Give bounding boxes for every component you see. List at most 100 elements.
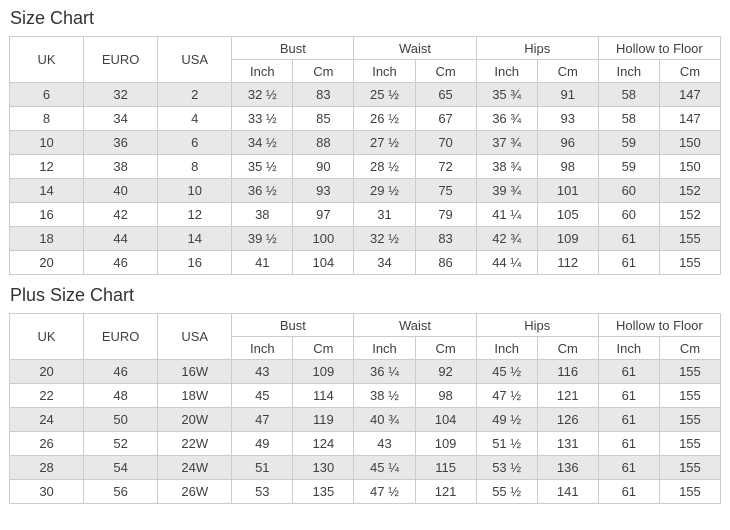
table-cell: 24W [157,455,233,480]
column-group-header: USA [157,36,233,83]
table-cell: 30 [8,479,85,504]
table-cell: 155 [658,383,722,408]
table-cell: 91 [536,82,599,107]
unit-header: Inch [231,336,294,360]
unit-header: Cm [658,59,722,83]
column-group-header: Waist [353,36,477,60]
table-cell: 104 [292,250,355,275]
table-cell: 10 [8,130,85,155]
table-cell: 14 [8,178,85,203]
column-group-header: Hips [475,313,599,337]
table-cell: 54 [83,455,159,480]
table-cell: 100 [292,226,355,251]
table-row: 28 54 24W 51 130 45 ¼ 115 53 ½ 136 61 155 [8,455,722,480]
table-cell: 12 [8,154,85,179]
table-cell: 65 [414,82,477,107]
table-cell: 38 ¾ [475,154,538,179]
table-cell: 32 ½ [231,82,294,107]
unit-header: Cm [292,59,355,83]
table-cell: 56 [83,479,159,504]
table-cell: 47 [231,407,294,432]
table-cell: 39 ¾ [475,178,538,203]
column-group-header: Bust [231,36,355,60]
table-cell: 155 [658,479,722,504]
table-cell: 115 [414,455,477,480]
table-cell: 31 [353,202,416,227]
table-cell: 37 ¾ [475,130,538,155]
column-group-header: UK [8,36,85,83]
table-cell: 155 [658,455,722,480]
table-cell: 6 [157,130,233,155]
plus-size-chart-section: Plus Size Chart UK EURO USA Bust Waist Hips Ho… [8,284,722,504]
table-cell: 101 [536,178,599,203]
table-cell: 155 [658,431,722,456]
table-cell: 61 [597,359,660,384]
table-cell: 109 [292,359,355,384]
header-group-row: UK EURO USA Bust Waist Hips Hollow to Floor [8,36,722,83]
unit-header: Cm [414,59,477,83]
table-cell: 14 [157,226,233,251]
column-group-header: Hips [475,36,599,60]
table-cell: 45 ¼ [353,455,416,480]
table-cell: 75 [414,178,477,203]
table-cell: 29 ½ [353,178,416,203]
table-cell: 155 [658,407,722,432]
table-cell: 18 [8,226,85,251]
table-cell: 147 [658,106,722,131]
table-cell: 60 [597,178,660,203]
table-cell: 44 [83,226,159,251]
table-cell: 58 [597,82,660,107]
table-cell: 6 [8,82,85,107]
table-cell: 38 [83,154,159,179]
table-cell: 44 ¼ [475,250,538,275]
unit-header: Inch [353,59,416,83]
table-cell: 61 [597,431,660,456]
unit-header: Inch [231,59,294,83]
size-chart-title: Size Chart [10,8,95,28]
unit-header: Inch [597,59,660,83]
unit-header: Cm [292,336,355,360]
table-cell: 61 [597,226,660,251]
table-cell: 2 [157,82,233,107]
table-cell: 119 [292,407,355,432]
table-cell: 141 [536,479,599,504]
table-cell: 26 ½ [353,106,416,131]
table-cell: 10 [157,178,233,203]
table-cell: 130 [292,455,355,480]
table-row: 26 52 22W 49 124 43 109 51 ½ 131 61 155 [8,431,722,456]
table-cell: 59 [597,130,660,155]
table-cell: 61 [597,479,660,504]
table-cell: 38 ½ [353,383,416,408]
table-cell: 35 ½ [231,154,294,179]
table-cell: 97 [292,202,355,227]
table-cell: 48 [83,383,159,408]
table-row: 22 48 18W 45 114 38 ½ 98 47 ½ 121 61 155 [8,383,722,408]
table-cell: 70 [414,130,477,155]
table-cell: 43 [231,359,294,384]
table-cell: 61 [597,455,660,480]
table-cell: 32 ½ [353,226,416,251]
table-cell: 28 [8,455,85,480]
unit-header-row: Inch Cm Inch Cm Inch Cm Inch Cm [10,336,722,360]
size-chart-section: Size Chart UK EURO USA Bust Waist Hips Hollow … [8,7,722,275]
table-cell: 60 [597,202,660,227]
table-cell: 46 [83,250,159,275]
plus-size-chart-table: UK EURO USA Bust Waist Hips Hollow to Floor Inc… [8,313,722,504]
table-cell: 20 [8,359,85,384]
column-group-header: Hollow to Floor [597,36,722,60]
table-cell: 72 [414,154,477,179]
table-row: 12 38 8 35 ½ 90 28 ½ 72 38 ¾ 98 59 150 [8,154,722,179]
table-cell: 114 [292,383,355,408]
table-cell: 150 [658,130,722,155]
table-cell: 8 [8,106,85,131]
table-cell: 26W [157,479,233,504]
table-cell: 43 [353,431,416,456]
table-cell: 136 [536,455,599,480]
table-cell: 126 [536,407,599,432]
table-cell: 93 [292,178,355,203]
table-cell: 26 [8,431,85,456]
table-cell: 22 [8,383,85,408]
table-row: 10 36 6 34 ½ 88 27 ½ 70 37 ¾ 96 59 150 [8,130,722,155]
unit-header: Cm [536,59,599,83]
